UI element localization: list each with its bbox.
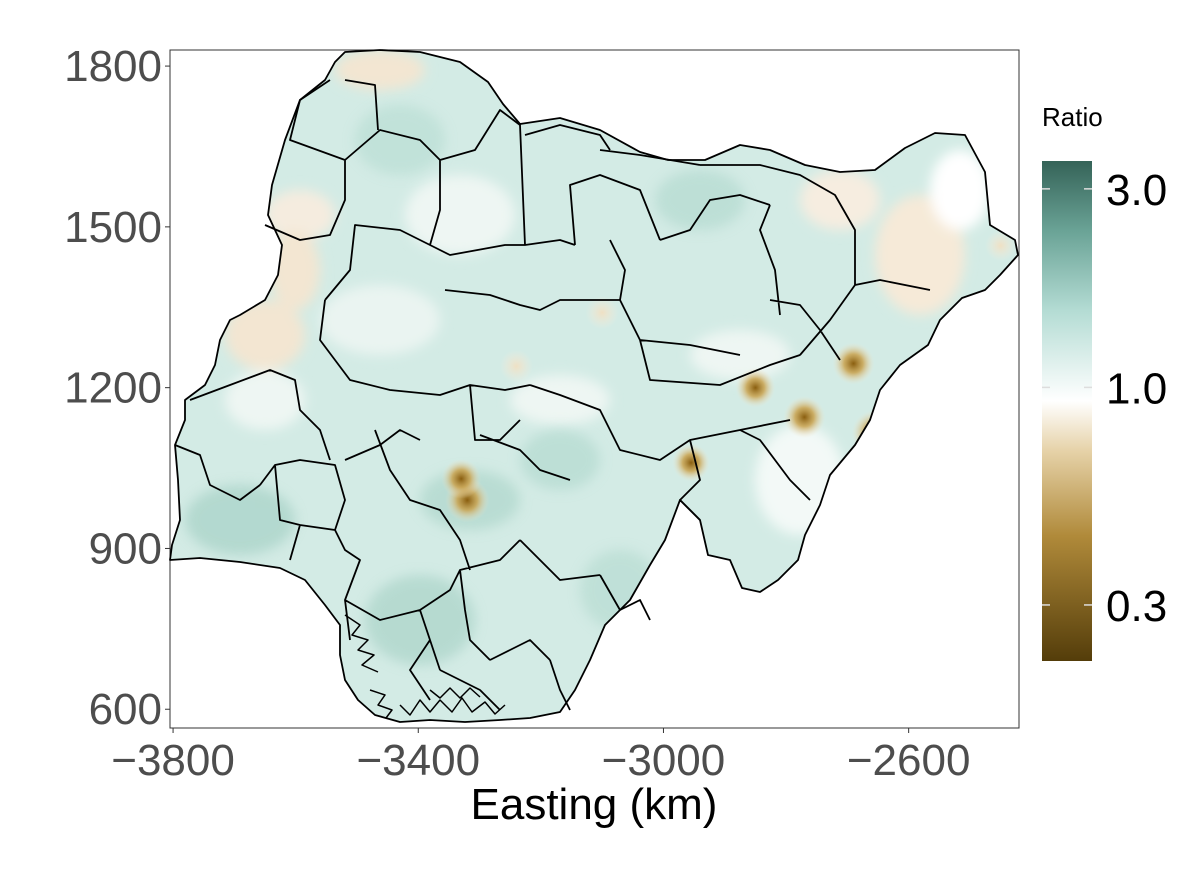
legend-title: Ratio	[1042, 102, 1103, 132]
hotspot-2	[441, 458, 482, 499]
y-tick-label: 1500	[64, 203, 162, 252]
delta-coast	[344, 614, 506, 719]
hotspot-9	[499, 349, 533, 383]
y-axis: 600 900 1200 1500 1800	[64, 42, 170, 734]
x-tick-label: −3000	[602, 736, 726, 785]
admin-boundaries	[169, 49, 1019, 723]
hotspot-8	[585, 296, 619, 330]
x-axis-title: Easting (km)	[471, 780, 718, 829]
legend-tick-label: 0.3	[1106, 582, 1167, 631]
y-tick-label: 900	[89, 524, 162, 573]
legend-tick-label: 1.0	[1106, 364, 1167, 413]
x-tick-label: −3800	[111, 736, 235, 785]
hotspot-6	[832, 342, 875, 385]
x-tick-label: −3400	[356, 736, 480, 785]
hotspot-layer	[441, 230, 1017, 523]
y-tick-label: 600	[89, 685, 162, 734]
legend-colorbar	[1042, 161, 1092, 661]
hotspot-4	[783, 396, 826, 439]
hotspot-10	[985, 230, 1017, 262]
y-tick-label: 1800	[64, 42, 162, 91]
legend-tick-label: 3.0	[1106, 166, 1167, 215]
hotspot-5	[735, 367, 776, 408]
hotspot-7	[672, 443, 710, 482]
x-axis: −3800 −3400 −3000 −2600	[111, 728, 970, 785]
legend-ticks: 0.3 1.0 3.0	[1042, 166, 1167, 631]
legend: Ratio 0.3 1.0 3.0	[1042, 102, 1167, 661]
state-boundaries	[174, 79, 931, 711]
x-tick-label: −2600	[847, 736, 971, 785]
y-tick-label: 1200	[64, 364, 162, 413]
